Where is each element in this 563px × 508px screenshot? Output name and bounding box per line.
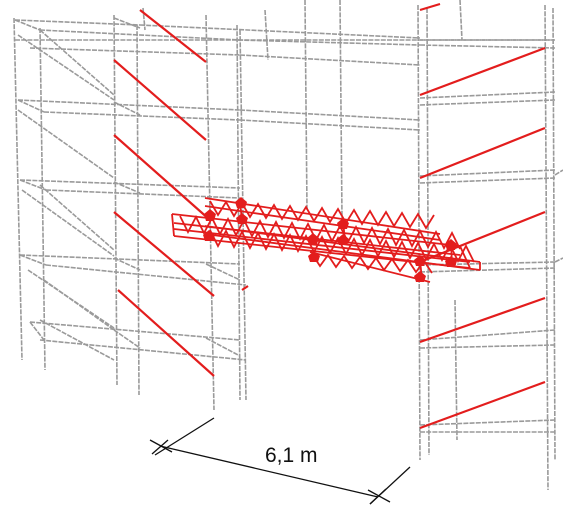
- coupler-node: [236, 213, 248, 224]
- dimension-line: [149, 417, 411, 505]
- coupler-node: [337, 234, 349, 245]
- dimension-label: 6,1 m: [265, 444, 318, 467]
- dimension-main-line: [159, 445, 379, 498]
- coupler-nodes: [203, 197, 457, 282]
- coupler-node: [307, 233, 319, 244]
- scaffold-frame-right: [417, 0, 563, 491]
- diagonal-bracing: [113, 2, 546, 430]
- coupler-node: [445, 256, 457, 267]
- coupler-node: [414, 255, 426, 266]
- coupler-node: [445, 239, 457, 250]
- dimension-extension-left: [154, 417, 215, 456]
- coupler-node: [337, 218, 349, 229]
- coupler-node: [414, 271, 426, 282]
- coupler-node: [308, 251, 320, 262]
- coupler-node: [203, 230, 215, 241]
- coupler-node: [235, 197, 247, 208]
- scaffold-frame-left: [13, 0, 550, 411]
- coupler-node: [204, 209, 216, 221]
